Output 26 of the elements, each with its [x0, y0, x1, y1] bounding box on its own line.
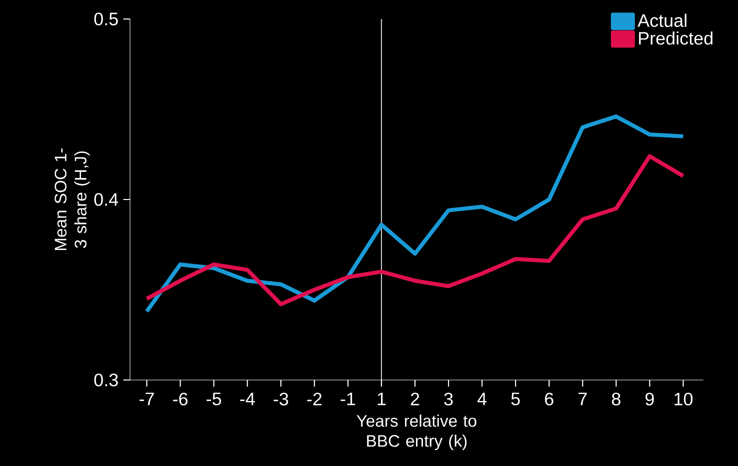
- x-tick-label: 5: [511, 392, 520, 406]
- x-tick-label: -1: [340, 392, 356, 406]
- y-tick-label: 0.3: [94, 374, 118, 386]
- y-axis-title: Mean SOC 1-3 share (H,J): [54, 148, 90, 250]
- x-tick-label: 2: [410, 392, 420, 406]
- y-tick-label: 0.5: [94, 12, 118, 26]
- x-tick-label: -7: [140, 392, 154, 406]
- x-tick-label: 10: [674, 392, 693, 406]
- legend-label: Actual: [638, 14, 686, 27]
- x-tick-label: 8: [612, 392, 620, 406]
- x-tick-label: 9: [646, 392, 654, 406]
- x-tick-label: 3: [444, 392, 453, 406]
- x-tick-label: 4: [477, 392, 487, 406]
- x-tick-label: -5: [206, 392, 222, 406]
- line-series: [144, 114, 686, 314]
- x-tick-label: -4: [240, 392, 255, 406]
- x-tick-label: -3: [274, 392, 288, 406]
- x-tick-label: -2: [307, 392, 322, 406]
- y-tick-label: 0.4: [94, 193, 118, 206]
- x-tick-label: 7: [578, 392, 587, 406]
- x-tick-label: 6: [545, 392, 554, 406]
- line-series: [144, 154, 686, 306]
- x-tick-label: -6: [173, 392, 188, 406]
- x-axis-title: Years relative to BBC entry (k): [356, 414, 476, 450]
- legend-label: Predicted: [639, 31, 712, 45]
- x-tick-label: 1: [378, 392, 386, 406]
